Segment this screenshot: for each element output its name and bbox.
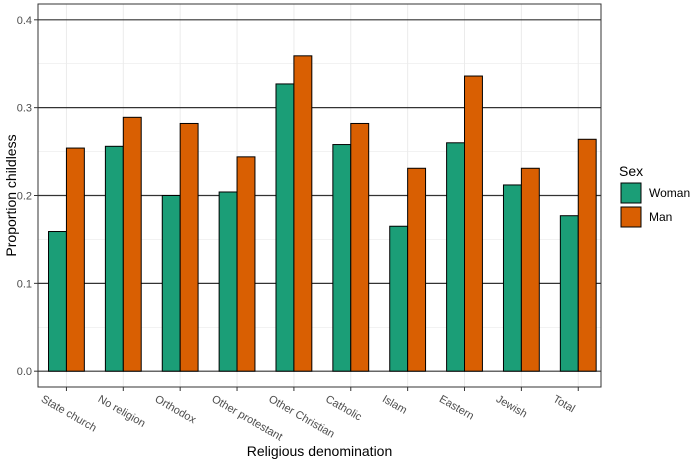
bar-man-other-christian [293, 55, 313, 372]
bar-woman-orthodox [161, 195, 181, 372]
bar-man-eastern [464, 75, 483, 372]
bar-man-catholic [350, 122, 370, 372]
bar-woman-eastern [446, 142, 466, 372]
y-axis-ticks: 0.0 0.1 0.2 0.3 0.4 [17, 15, 38, 378]
bar-woman-total [559, 215, 579, 372]
legend-swatch-woman [620, 182, 642, 204]
bar-woman-islam [389, 225, 409, 372]
x-tick-label: Eastern [437, 393, 476, 422]
bar-woman-no-religion [104, 145, 124, 372]
bar-man-total [577, 138, 597, 372]
bar-woman-other-christian [275, 83, 295, 372]
x-tick-label: State church [39, 393, 98, 434]
bar-man-orthodox [179, 122, 199, 372]
y-tick-label: 0.2 [17, 191, 32, 203]
y-tick-label: 0.3 [17, 103, 32, 115]
bar-man-jewish [520, 167, 540, 372]
x-tick-label: Catholic [323, 393, 364, 424]
bar-man-no-religion [122, 116, 142, 372]
x-tick-label: Total [551, 393, 577, 415]
bar-man-state-church [65, 147, 85, 372]
legend-items: Woman Man [620, 182, 690, 228]
y-tick-label: 0.0 [17, 366, 32, 378]
x-tick-label: Jewish [494, 393, 529, 420]
bar-woman-state-church [48, 231, 67, 372]
y-axis-title: Proportion childless [3, 134, 19, 256]
x-axis-title: Religious denomination [247, 443, 393, 459]
legend-label-man: Man [649, 210, 672, 224]
y-tick-label: 0.1 [17, 278, 32, 290]
legend-title: Sex [619, 163, 643, 179]
bar-woman-catholic [332, 144, 352, 372]
legend-swatch-man [620, 206, 642, 228]
x-tick-label: Islam [380, 393, 409, 417]
bar-woman-other-protestant [218, 191, 238, 372]
bar-woman-jewish [502, 184, 522, 372]
bar-man-other-protestant [236, 156, 256, 372]
legend: Sex Woman Man [619, 163, 690, 228]
y-tick-label: 0.4 [17, 15, 32, 27]
x-tick-label: Orthodox [153, 393, 199, 426]
legend-label-woman: Woman [649, 186, 690, 200]
x-tick-label: No religion [96, 393, 148, 430]
bar-man-islam [407, 167, 427, 372]
bars-layer [48, 55, 597, 372]
